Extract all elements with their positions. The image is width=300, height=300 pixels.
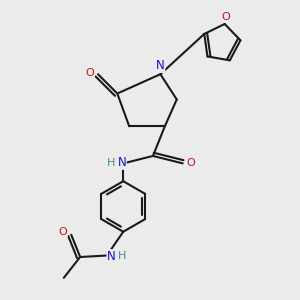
- Text: N: N: [156, 59, 165, 72]
- Text: O: O: [85, 68, 94, 78]
- Text: N: N: [107, 250, 116, 262]
- Text: H: H: [106, 158, 115, 168]
- Text: O: O: [222, 12, 230, 22]
- Text: O: O: [58, 227, 67, 237]
- Text: O: O: [187, 158, 195, 168]
- Text: N: N: [117, 156, 126, 169]
- Text: H: H: [118, 251, 127, 261]
